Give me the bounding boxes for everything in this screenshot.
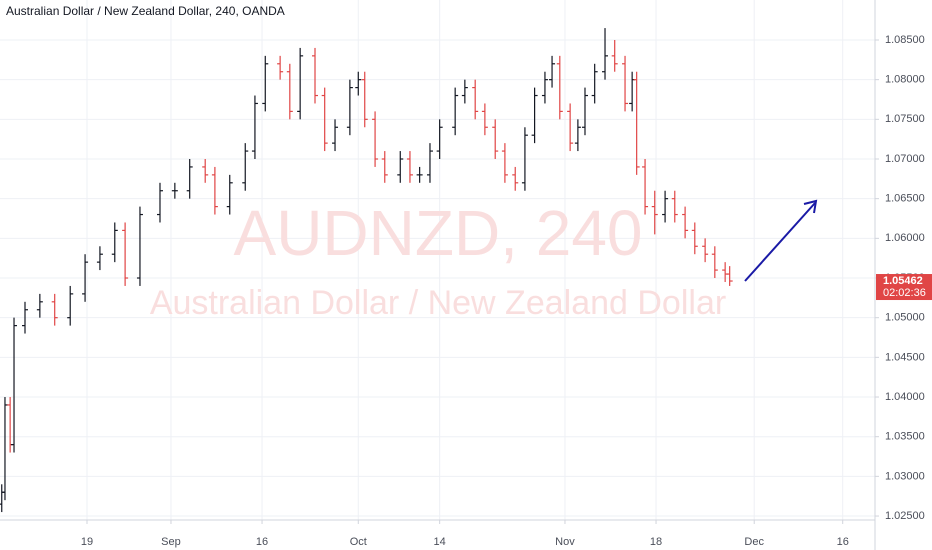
last-price-box xyxy=(876,274,932,301)
x-tick-label: Dec xyxy=(744,536,764,548)
y-tick-label: 1.07500 xyxy=(885,113,925,125)
x-tick-label: Nov xyxy=(555,536,575,548)
arrow-head xyxy=(803,199,818,214)
y-tick-label: 1.08000 xyxy=(885,74,925,86)
y-tick-label: 1.04000 xyxy=(885,391,925,403)
bars xyxy=(0,28,733,513)
y-tick-label: 1.03500 xyxy=(885,431,925,443)
y-tick-label: 1.06000 xyxy=(885,232,925,244)
annotation-arrow xyxy=(744,202,816,282)
watermark-name: Australian Dollar / New Zealand Dollar xyxy=(150,284,726,322)
x-tick-label: 14 xyxy=(434,536,446,548)
x-tick-label: 18 xyxy=(650,536,662,548)
x-tick-label: Sep xyxy=(161,536,181,548)
y-tick-label: 1.05000 xyxy=(885,312,925,324)
y-tick-label: 1.07000 xyxy=(885,153,925,165)
y-tick-label: 1.03000 xyxy=(885,470,925,482)
watermark-symbol: AUDNZD, 240 xyxy=(234,197,643,269)
x-tick-label: Oct xyxy=(350,536,367,548)
x-tick-label: 19 xyxy=(81,536,93,548)
grid xyxy=(0,0,875,520)
countdown: 02:02:36 xyxy=(883,287,926,299)
axes: 1.02500 1.03000 1.03500 1.04000 1.04500 1.050… xyxy=(81,34,932,548)
y-tick-label: 1.04500 xyxy=(885,351,925,363)
x-tick-label: 16 xyxy=(256,536,268,548)
last-price-label: 1.05462 xyxy=(883,275,923,287)
x-tick-label: 16 xyxy=(837,536,849,548)
y-tick-label: 1.06500 xyxy=(885,193,925,205)
y-tick-label: 1.08500 xyxy=(885,34,925,46)
chart-title: Australian Dollar / New Zealand Dollar, … xyxy=(6,4,285,18)
y-tick-label: 1.02500 xyxy=(885,510,925,522)
